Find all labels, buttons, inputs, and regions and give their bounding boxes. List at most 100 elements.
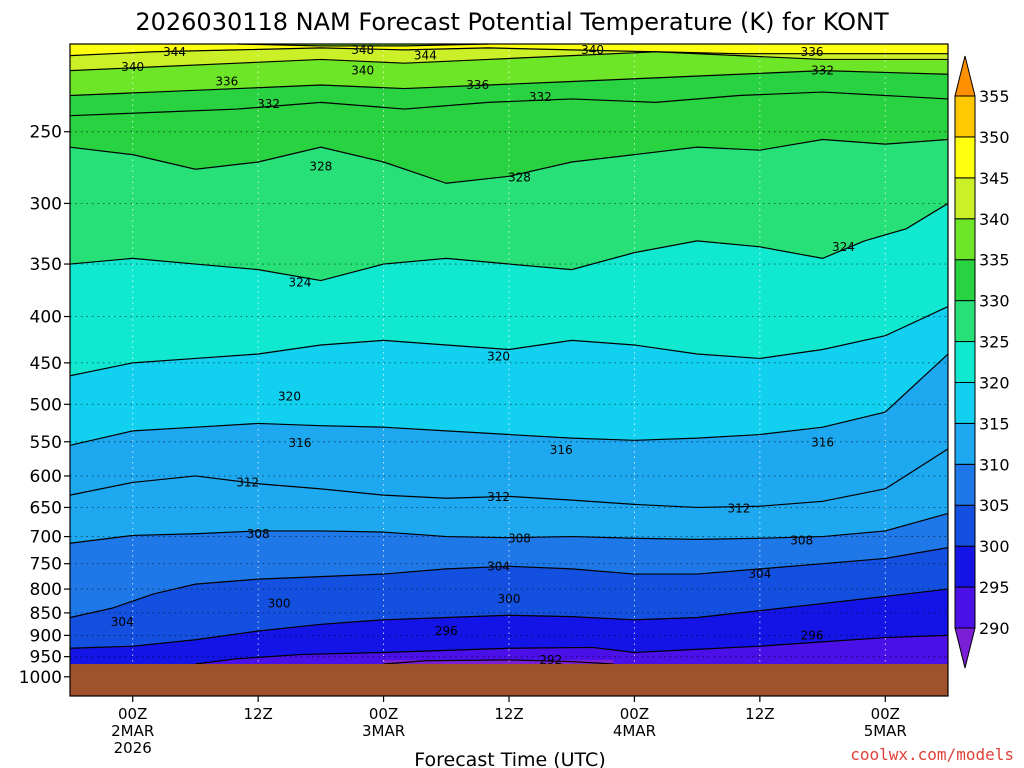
- contour-label: 300: [498, 592, 521, 606]
- contour-label: 332: [257, 97, 280, 111]
- colorbar: 290 295 300 305 310 315 320 325 330 335 340 345 350 3…: [954, 55, 1010, 669]
- chart-title: 2026030118 NAM Forecast Potential Temper…: [135, 8, 889, 36]
- contour-label: 348: [351, 43, 374, 57]
- y-tick-label: 800: [30, 580, 62, 600]
- y-tick-label: 750: [30, 555, 62, 575]
- contour-label: 296: [801, 628, 824, 642]
- contour-label: 320: [278, 389, 301, 403]
- isentrope-336: [69, 70, 949, 97]
- contour-label: 312: [727, 502, 750, 516]
- contour-label: 300: [268, 597, 291, 611]
- isentrope-316: [69, 353, 949, 446]
- contour-label: 316: [811, 435, 834, 449]
- contour-label: 340: [581, 43, 604, 57]
- y-axis: 2503003504004505005506006507007508008509…: [19, 123, 70, 688]
- colorbar-label: 300: [979, 537, 1010, 556]
- isentrope-308: [69, 512, 949, 544]
- y-tick-label: 550: [30, 433, 62, 453]
- colorbar-label: 315: [979, 414, 1010, 433]
- isentrope-328: [69, 138, 949, 184]
- colorbar-swatch: [954, 259, 976, 302]
- colorbar-label: 330: [979, 292, 1010, 311]
- x-tick-date: 2MAR: [111, 722, 154, 740]
- contour-label: 316: [288, 436, 311, 450]
- contour-label: 344: [414, 49, 437, 63]
- y-tick-label: 600: [30, 467, 62, 487]
- isentrope-348: [237, 43, 489, 47]
- colorbar-swatch: [954, 177, 976, 220]
- colorbar-swatch: [954, 136, 976, 179]
- colorbar-label: 320: [979, 373, 1010, 392]
- y-tick-label: 400: [30, 308, 62, 328]
- theta-band-cold-core: [383, 659, 614, 665]
- x-tick-label: 00Z: [369, 705, 398, 723]
- x-tick-label: 12Z: [745, 705, 774, 723]
- colorbar-swatch: [954, 504, 976, 547]
- contour-label: 336: [466, 78, 489, 92]
- contour-label: 308: [790, 533, 813, 547]
- colorbar-label: 290: [979, 619, 1010, 638]
- x-tick-label: 00Z: [620, 705, 649, 723]
- x-tick-date: 5MAR: [864, 722, 907, 740]
- y-tick-label: 450: [30, 354, 62, 374]
- x-tick-label: 00Z: [871, 705, 900, 723]
- colorbar-swatch: [954, 341, 976, 383]
- contour-label: 308: [508, 531, 531, 545]
- y-tick-label: 950: [30, 648, 62, 668]
- colorbar-swatch: [954, 422, 976, 465]
- colorbar-swatch: [954, 95, 976, 138]
- contour-label: 340: [351, 64, 374, 78]
- x-tick-label: 12Z: [494, 705, 523, 723]
- colorbar-label: 340: [979, 210, 1010, 229]
- isentrope-296: [195, 634, 949, 665]
- colorbar-swatch: [954, 545, 976, 588]
- colorbar-extend-top: [954, 55, 976, 97]
- colorbar-label: 335: [979, 251, 1010, 270]
- y-tick-label: 850: [30, 604, 62, 624]
- plot-area: 344 340 348 344 340 336 340 336 336 332 332 332 328 3…: [69, 43, 949, 697]
- y-tick-label: 650: [30, 498, 62, 518]
- colorbar-label: 295: [979, 578, 1010, 597]
- x-tick-date: 3MAR: [362, 722, 405, 740]
- x-tick-label: 00Z: [118, 705, 147, 723]
- contour-label: 296: [435, 624, 458, 638]
- contour-label: 308: [247, 527, 270, 541]
- contour-label: 304: [748, 567, 771, 581]
- x-axis-label: Forecast Time (UTC): [414, 749, 605, 768]
- y-tick-label: 700: [30, 528, 62, 548]
- colorbar-swatch: [954, 463, 976, 506]
- contour-label: 292: [539, 653, 562, 667]
- ground: [70, 664, 948, 696]
- x-tick-year: 2026: [114, 739, 152, 757]
- y-tick-label: 350: [30, 255, 62, 275]
- colorbar-label: 310: [979, 455, 1010, 474]
- contour-label: 328: [309, 159, 332, 173]
- colorbar-label: 350: [979, 128, 1010, 147]
- isentrope-292: [383, 659, 614, 665]
- contour-label: 304: [487, 559, 510, 573]
- contour-label: 316: [550, 443, 573, 457]
- contour-label: 324: [832, 240, 855, 254]
- isentrope-300: [69, 588, 949, 649]
- x-tick-label: 12Z: [243, 705, 272, 723]
- contour-label: 320: [487, 350, 510, 364]
- contour-label: 336: [801, 45, 824, 59]
- colorbar-label: 355: [979, 87, 1010, 106]
- isentrope-304: [69, 547, 949, 619]
- contour-label: 344: [163, 45, 186, 59]
- isentrope-332: [69, 91, 949, 117]
- y-tick-label: 1000: [19, 668, 62, 688]
- colorbar-extend-bottom: [954, 627, 976, 669]
- colorbar-label: 345: [979, 169, 1010, 188]
- colorbar-swatch: [954, 381, 976, 424]
- isentrope-320: [69, 306, 949, 377]
- contour-label: 332: [811, 64, 834, 78]
- contour-label: 324: [288, 276, 311, 290]
- colorbar-label: 305: [979, 496, 1010, 515]
- isentrope-324: [69, 202, 949, 282]
- contour-label: 340: [121, 60, 144, 74]
- y-tick-label: 300: [30, 194, 62, 214]
- contour-label: 328: [508, 171, 531, 185]
- contour-label: 312: [487, 490, 510, 504]
